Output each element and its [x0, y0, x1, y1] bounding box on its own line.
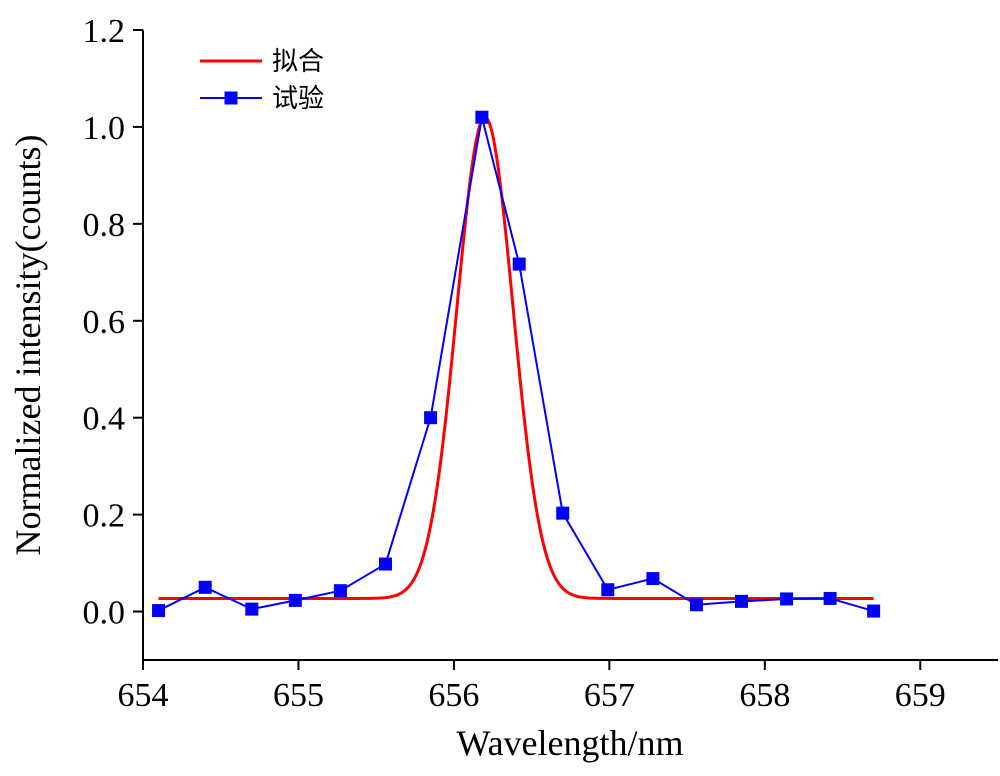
- legend-experiment-label: 试验: [272, 84, 324, 114]
- experiment-point: [198, 580, 212, 594]
- y-tick-label: 1.0: [83, 110, 126, 147]
- experiment-point: [601, 583, 615, 597]
- x-tick-label: 655: [273, 677, 324, 714]
- y-tick-label: 0.8: [83, 207, 126, 244]
- x-tick-label: 658: [739, 677, 790, 714]
- x-tick-label: 659: [895, 677, 946, 714]
- fit-series-line: [158, 115, 874, 600]
- experiment-point: [475, 110, 489, 124]
- x-axis-title: Wavelength/nm: [456, 723, 683, 763]
- experiment-point: [556, 506, 570, 520]
- axes: [142, 30, 998, 661]
- y-tick-label: 0.2: [83, 498, 126, 535]
- experiment-point: [288, 593, 302, 607]
- experiment-point: [735, 594, 748, 608]
- experiment-series-line: [158, 116, 874, 613]
- legend-fit-label: 拟合: [272, 47, 324, 77]
- experiment-point: [646, 572, 660, 586]
- experiment-point: [245, 602, 259, 616]
- series: [152, 110, 881, 618]
- y-tick-label: 1.2: [83, 13, 126, 50]
- experiment-point: [379, 557, 393, 571]
- ticks: 0.0 0.2 0.4 0.6 0.8 1.0 1.2 654 655 656 657 658 659: [83, 13, 946, 714]
- experiment-point: [867, 604, 881, 618]
- y-axis-title: Normalized intensity(counts): [8, 135, 48, 556]
- experiment-point: [424, 411, 438, 425]
- experiment-point: [823, 591, 837, 605]
- y-tick-label: 0.0: [83, 595, 126, 632]
- x-tick-label: 656: [428, 677, 479, 714]
- experiment-point: [689, 598, 703, 612]
- legend-experiment-marker: [224, 91, 238, 105]
- y-tick-label: 0.4: [83, 401, 126, 438]
- experiment-point: [780, 592, 794, 606]
- x-tick-label: 654: [118, 677, 169, 714]
- experiment-point: [152, 604, 166, 618]
- experiment-point: [512, 257, 526, 271]
- experiment-point: [333, 584, 347, 598]
- x-tick-label: 657: [584, 677, 635, 714]
- y-tick-label: 0.6: [83, 304, 126, 341]
